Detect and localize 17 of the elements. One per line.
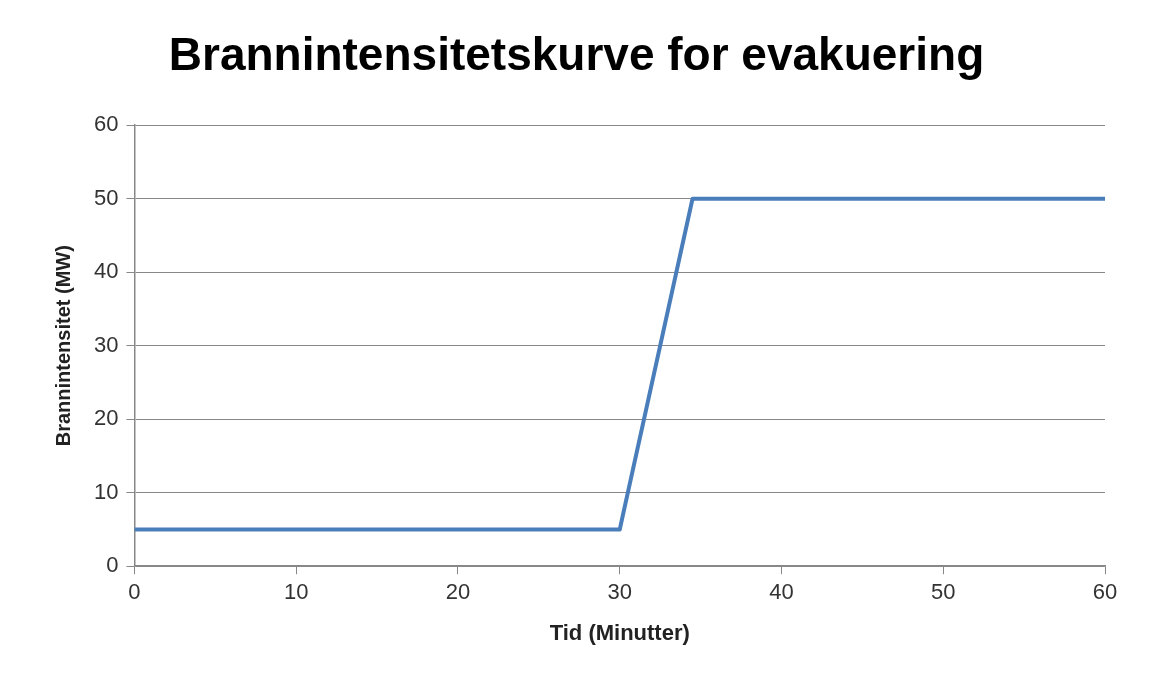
x-tick-label: 10: [283, 579, 309, 605]
y-tick-label: 20: [93, 405, 119, 431]
x-tick-label: 0: [128, 579, 141, 605]
y-tick-label: 40: [93, 258, 119, 284]
x-tick-label: 40: [769, 579, 794, 605]
x-tick-label: 30: [607, 579, 632, 605]
x-tick-label: 60: [1092, 579, 1118, 605]
y-tick-label: 10: [93, 478, 119, 504]
y-tick-label: 0: [106, 552, 119, 578]
y-tick-label: 30: [93, 331, 119, 357]
y-tick-label: 50: [93, 184, 119, 210]
x-tick-label: 20: [445, 579, 471, 605]
y-tick-label: 60: [93, 111, 119, 137]
x-axis-title: Tid (Minutter): [549, 619, 690, 645]
y-axis-title: Brannintensitet (MW): [51, 245, 74, 447]
chart-title: Brannintensitetskurve for evakuering: [168, 28, 985, 81]
x-tick-label: 50: [931, 579, 956, 605]
